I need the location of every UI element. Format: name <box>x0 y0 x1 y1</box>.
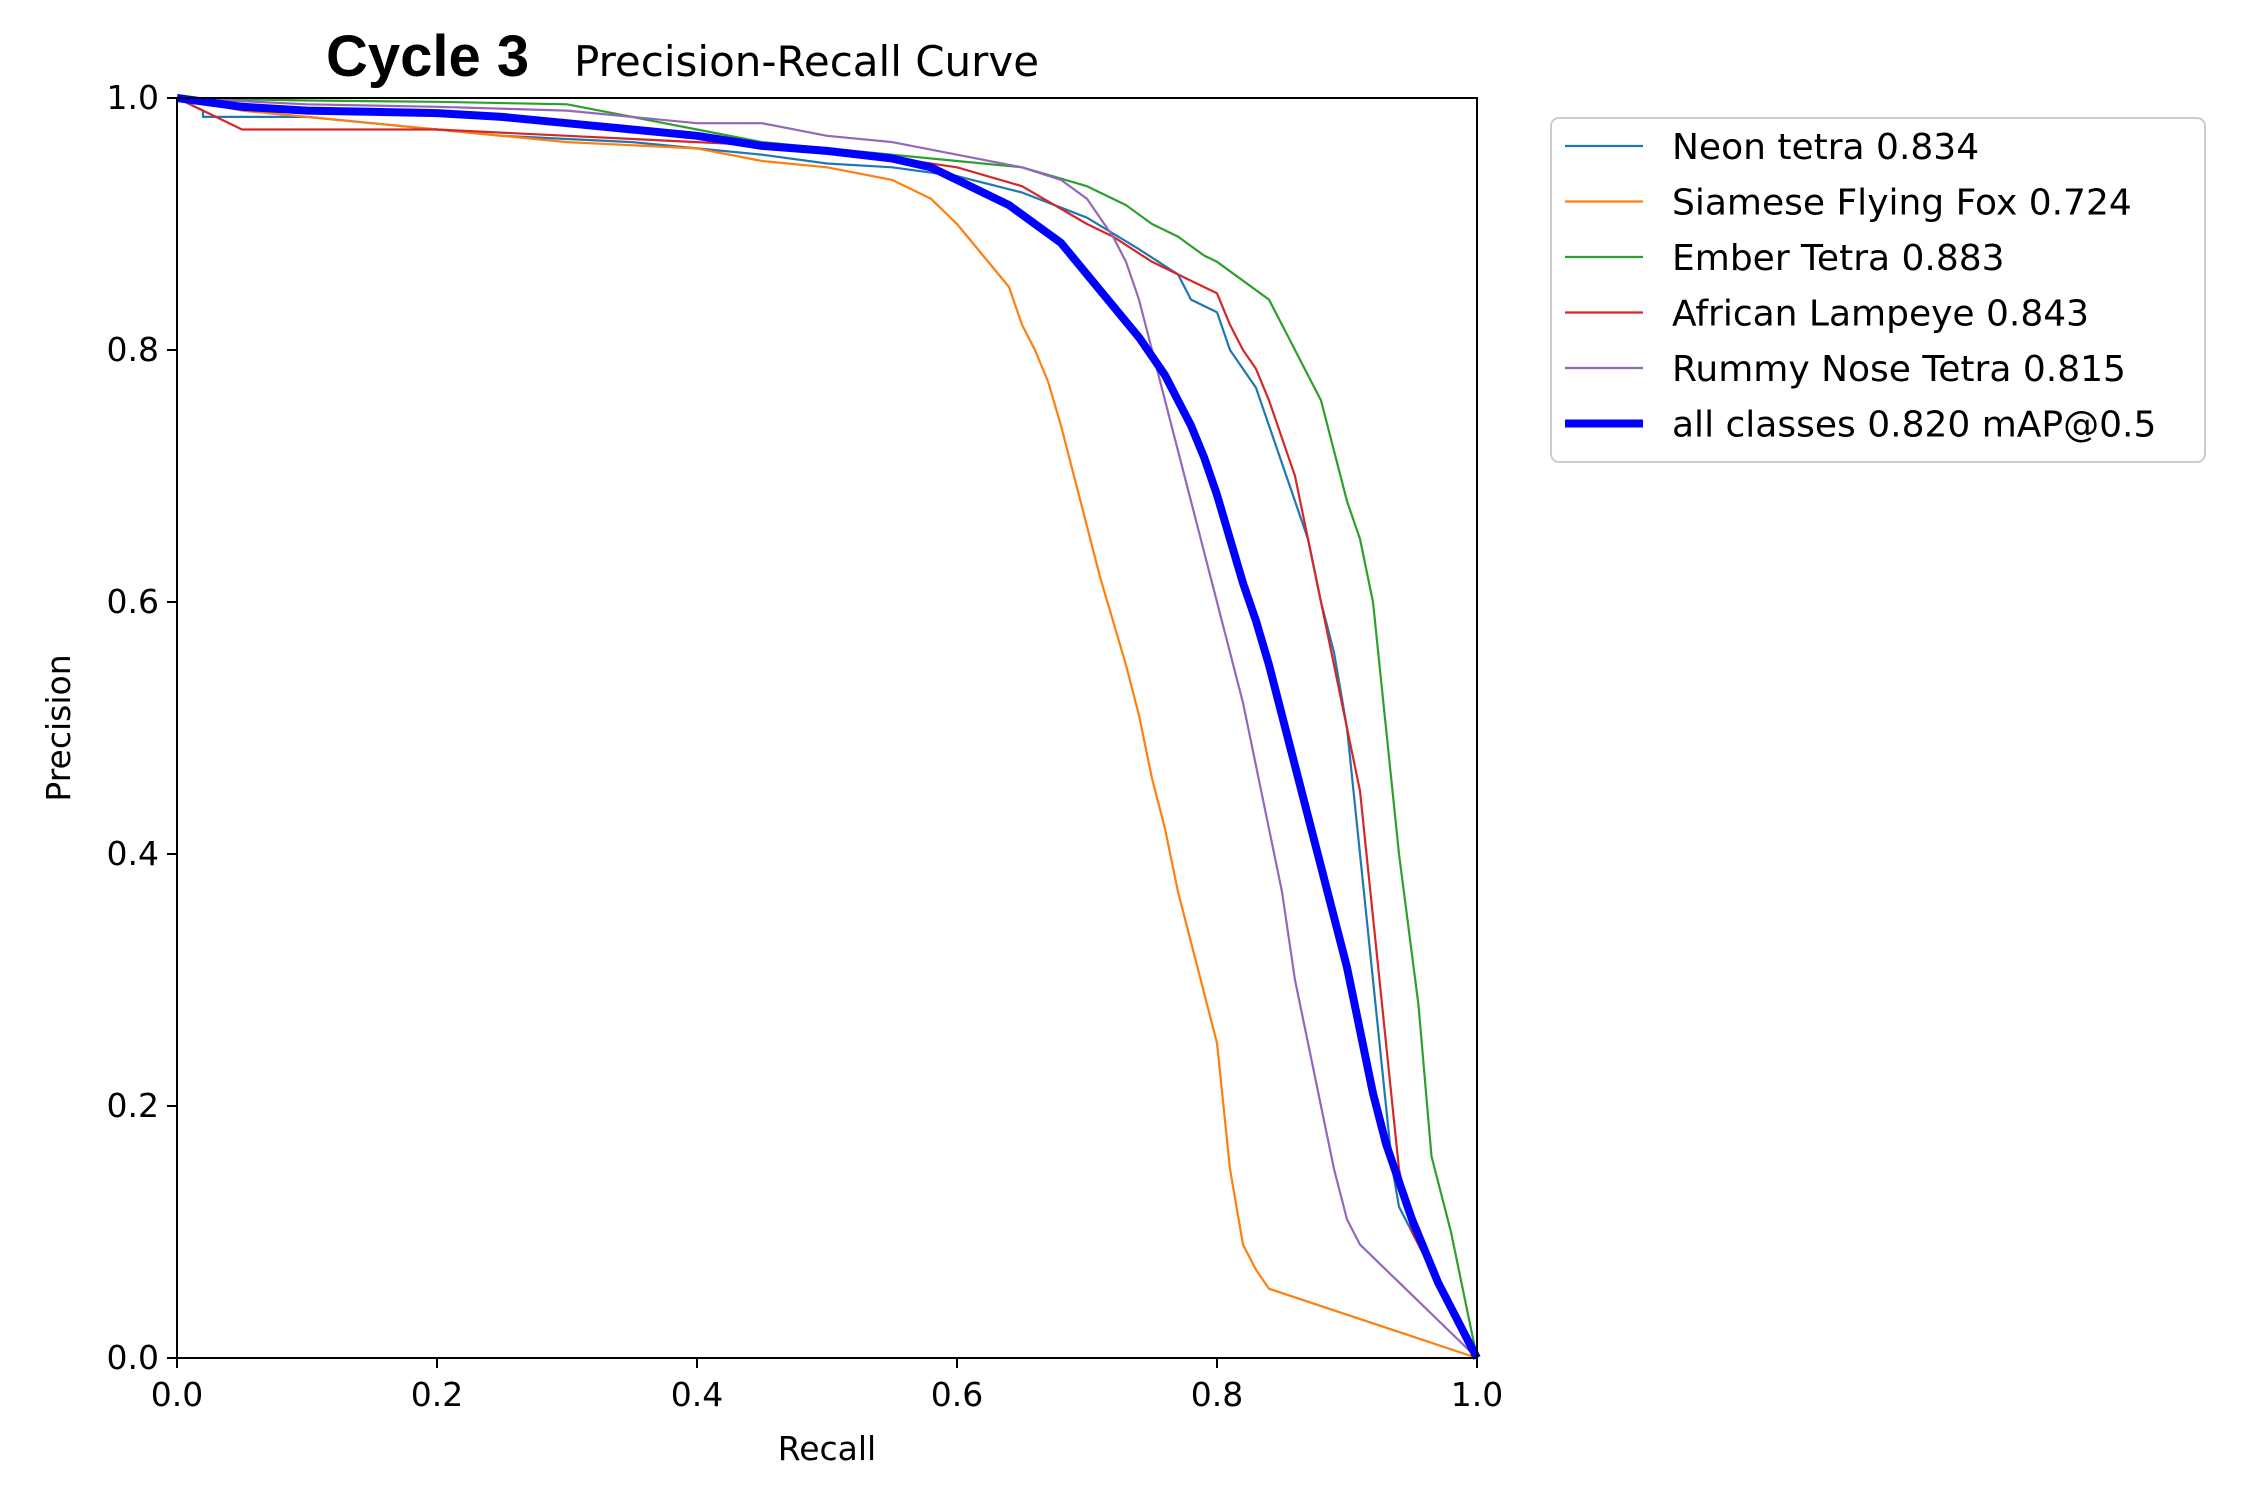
x-tick-label: 0.4 <box>671 1375 723 1414</box>
legend: Neon tetra 0.834 Siamese Flying Fox 0.724… <box>1550 117 2206 463</box>
x-tick-label: 0.6 <box>931 1375 983 1414</box>
y-tick-label: 0.0 <box>107 1338 159 1377</box>
series-line-2 <box>176 96 1478 1360</box>
y-tick-label: 0.6 <box>107 582 159 621</box>
legend-label-2: Siamese Flying Fox 0.724 <box>1672 183 2132 224</box>
chart-title: Cycle 3 <box>326 24 529 89</box>
y-tick-label: 1.0 <box>107 78 159 117</box>
x-tick-label: 0.2 <box>411 1375 463 1414</box>
x-tick-label: 0.8 <box>1191 1375 1243 1414</box>
series-line-6 <box>176 94 1481 1360</box>
y-tick-label: 0.2 <box>107 1086 159 1125</box>
y-tick-label: 0.4 <box>107 834 159 873</box>
legend-label-6: all classes 0.820 mAP@0.5 <box>1672 405 2156 446</box>
legend-label-5: Rummy Nose Tetra 0.815 <box>1672 349 2126 390</box>
y-axis-title: Precision <box>39 654 78 801</box>
legend-label-1: Neon tetra 0.834 <box>1672 127 1979 168</box>
chart-subtitle: Precision-Recall Curve <box>574 37 1039 86</box>
y-tick-label: 0.8 <box>107 330 159 369</box>
legend-box <box>1550 117 2206 463</box>
axis-ticks: 0.0 0.2 0.4 0.6 0.8 1.0 0.0 0.2 0.4 0.6 0.8 1.0 <box>107 78 1504 1414</box>
legend-label-3: Ember Tetra 0.883 <box>1672 238 2005 279</box>
series-line-1 <box>176 97 1478 1359</box>
legend-label-4: African Lampeye 0.843 <box>1672 294 2089 335</box>
x-tick-label: 0.0 <box>151 1375 203 1414</box>
x-axis-title: Recall <box>778 1429 876 1468</box>
plot-frame <box>176 97 1478 1359</box>
plot-area <box>176 94 1481 1360</box>
x-tick-label: 1.0 <box>1451 1375 1503 1414</box>
